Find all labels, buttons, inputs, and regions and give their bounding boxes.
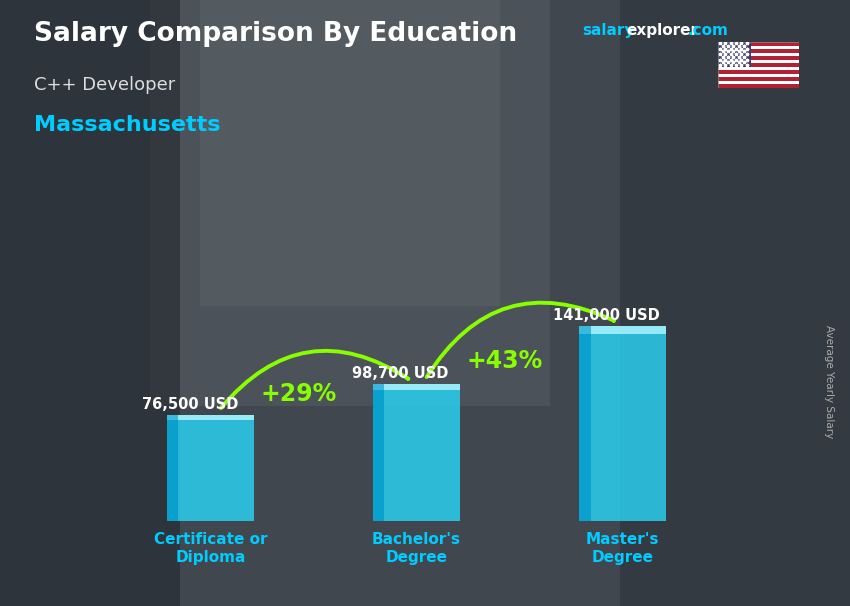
Bar [718, 70, 799, 74]
Bar [718, 67, 799, 70]
Bar [580, 325, 591, 521]
Bar [718, 42, 751, 67]
Bar [167, 415, 253, 420]
Text: 76,500 USD: 76,500 USD [142, 397, 238, 412]
Text: C++ Developer: C++ Developer [34, 76, 175, 94]
Text: Massachusetts: Massachusetts [34, 115, 220, 135]
Text: .com: .com [688, 23, 728, 38]
Bar [167, 415, 253, 521]
Bar [580, 325, 666, 335]
Bar [373, 384, 384, 390]
Bar [580, 325, 591, 335]
Bar [718, 46, 799, 50]
Bar [167, 415, 178, 420]
Text: 141,000 USD: 141,000 USD [552, 308, 660, 323]
Bar [718, 60, 799, 64]
Bar [150, 0, 550, 406]
Text: +43%: +43% [467, 349, 543, 373]
Bar [620, 0, 850, 606]
Text: 98,700 USD: 98,700 USD [352, 367, 448, 381]
FancyArrowPatch shape [427, 302, 614, 377]
Bar [200, 0, 500, 306]
Bar [0, 0, 180, 606]
Bar [373, 384, 460, 390]
FancyArrowPatch shape [221, 351, 408, 408]
Bar [718, 78, 799, 81]
Text: Salary Comparison By Education: Salary Comparison By Education [34, 21, 517, 47]
Bar [167, 415, 178, 521]
Bar [373, 384, 460, 521]
Bar [718, 56, 799, 60]
Text: explorer: explorer [626, 23, 699, 38]
Bar [718, 50, 799, 53]
Text: Average Yearly Salary: Average Yearly Salary [824, 325, 834, 438]
Bar [718, 84, 799, 88]
Bar [718, 74, 799, 78]
Bar [373, 384, 384, 521]
Bar [718, 64, 799, 67]
Bar [718, 81, 799, 84]
Bar [718, 42, 799, 46]
Text: +29%: +29% [261, 382, 337, 406]
Text: salary: salary [582, 23, 635, 38]
Bar [718, 53, 799, 56]
Bar [580, 325, 666, 521]
